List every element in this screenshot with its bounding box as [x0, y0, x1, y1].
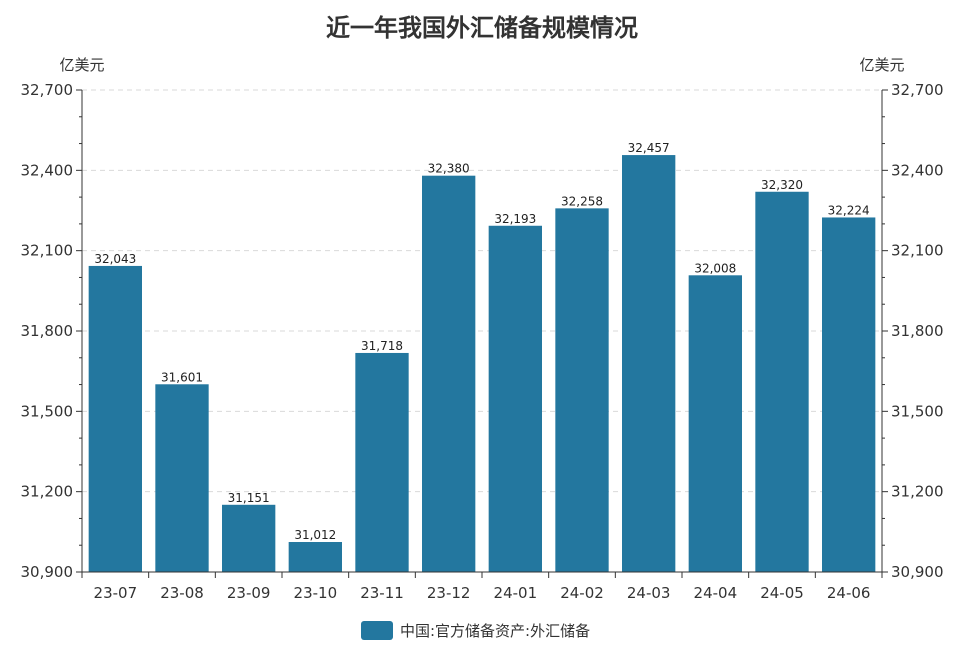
y-tick-label-right: 30,900 [891, 563, 944, 581]
x-tick-label: 23-07 [94, 584, 138, 602]
x-tick-label: 23-10 [294, 584, 338, 602]
y-tick-label-right: 32,700 [891, 81, 944, 99]
y-tick-label-right: 31,500 [891, 402, 944, 420]
y-axis-unit-left: 亿美元 [59, 56, 104, 74]
x-tick-label: 24-04 [694, 584, 738, 602]
x-tick-label: 24-01 [494, 584, 538, 602]
legend-label[interactable]: 中国:官方储备资产:外汇储备 [400, 622, 590, 640]
data-label: 32,258 [561, 194, 603, 208]
x-tick-label: 24-02 [560, 584, 604, 602]
data-label: 32,457 [628, 141, 670, 155]
axes: 30,900 30,900 31,200 31,200 31,500 31,500 31,8… [21, 81, 944, 602]
legend[interactable]: 中国:官方储备资产:外汇储备 [361, 621, 590, 640]
bars: 32,043 31,601 31,151 31,012 31,718 32,380 32,1… [88, 141, 876, 572]
bar-24-03 [622, 155, 676, 572]
bar-23-12 [422, 175, 476, 572]
x-tick-label: 23-12 [427, 584, 471, 602]
x-tick-label: 23-08 [160, 584, 204, 602]
bar-24-01 [488, 225, 542, 572]
chart-title: 近一年我国外汇储备规模情况 [326, 14, 638, 42]
data-label: 31,718 [361, 339, 403, 353]
y-tick-label-left: 31,500 [21, 402, 74, 420]
x-tick-label: 24-03 [627, 584, 671, 602]
y-tick-label-left: 32,700 [21, 81, 74, 99]
data-label: 32,043 [94, 252, 136, 266]
data-label: 31,012 [294, 528, 336, 542]
data-label: 32,380 [428, 162, 470, 176]
bar-24-05 [755, 191, 809, 572]
data-label: 32,193 [494, 212, 536, 226]
x-tick-label: 24-06 [827, 584, 871, 602]
bar-23-11 [355, 352, 409, 572]
y-tick-label-left: 30,900 [21, 563, 74, 581]
bar-23-08 [155, 384, 209, 572]
y-axis-unit-right: 亿美元 [859, 56, 904, 74]
x-tick-label: 24-05 [760, 584, 804, 602]
data-label: 31,601 [161, 370, 203, 384]
bar-23-10 [288, 542, 342, 572]
y-tick-label-left: 31,200 [21, 483, 74, 501]
y-tick-label-right: 32,100 [891, 242, 944, 260]
y-tick-label-left: 31,800 [21, 322, 74, 340]
y-tick-label-right: 32,400 [891, 161, 944, 179]
data-label: 31,151 [228, 491, 270, 505]
bar-24-06 [822, 217, 876, 572]
x-tick-label: 23-09 [227, 584, 271, 602]
legend-swatch[interactable] [361, 621, 393, 640]
y-tick-label-left: 32,100 [21, 242, 74, 260]
bar-24-04 [688, 275, 742, 572]
y-tick-label-left: 32,400 [21, 161, 74, 179]
bar-23-09 [222, 504, 276, 572]
bar-24-02 [555, 208, 609, 572]
y-tick-label-right: 31,200 [891, 483, 944, 501]
bar-23-07 [88, 265, 142, 572]
y-tick-label-right: 31,800 [891, 322, 944, 340]
data-label: 32,008 [694, 261, 736, 275]
grid-lines [82, 89, 882, 493]
data-label: 32,320 [761, 178, 803, 192]
data-label: 32,224 [828, 203, 870, 217]
x-tick-label: 23-11 [360, 584, 404, 602]
